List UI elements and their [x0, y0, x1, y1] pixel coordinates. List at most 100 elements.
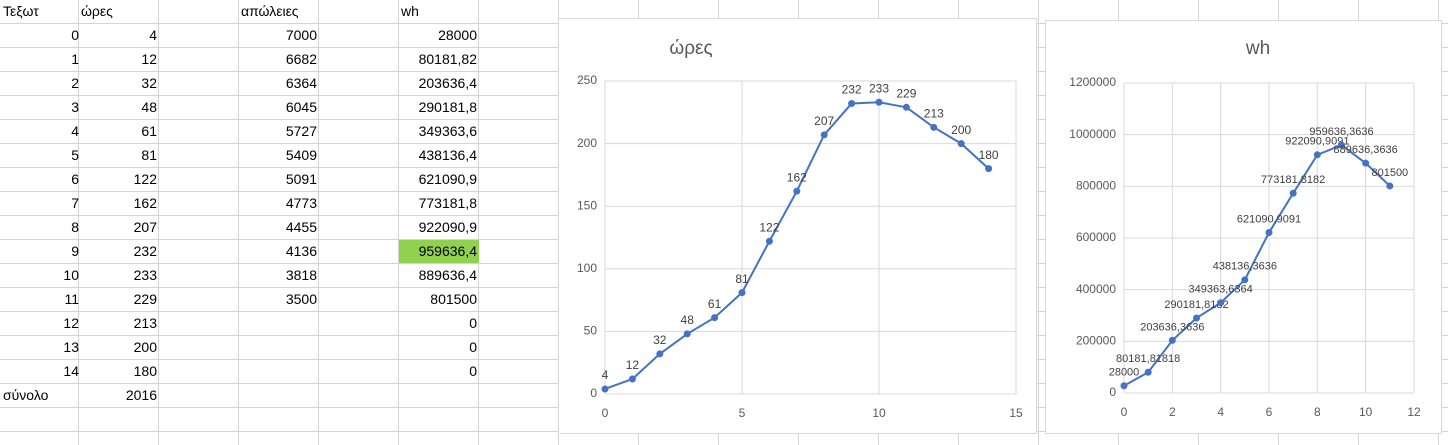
chart-panel: ώρες 0 50 100 150 200 250 0 5 10 15 4 12 32 48 61 81 122 1…	[558, 18, 1037, 434]
cell: 233	[133, 267, 157, 283]
cell: 14	[63, 363, 79, 379]
cell: 6045	[285, 99, 317, 115]
data-point	[1193, 314, 1200, 322]
x-tick-label: 0	[1121, 405, 1128, 419]
cell: 922090,9	[418, 219, 477, 235]
data-label: 438136,3636	[1213, 261, 1277, 273]
data-label: 4	[602, 368, 609, 382]
x-tick-label: 8	[1314, 405, 1321, 419]
y-tick-label: 600000	[1076, 230, 1116, 244]
cell: 1	[71, 51, 79, 67]
cell: 81	[141, 147, 157, 163]
data-point	[875, 98, 883, 106]
cell: 28000	[438, 27, 477, 43]
data-point	[1289, 189, 1297, 197]
data-point	[1217, 299, 1225, 307]
cell: 3500	[285, 291, 317, 307]
cell: 9	[71, 243, 79, 259]
cell: 5409	[285, 147, 317, 163]
cell: 801500	[430, 291, 477, 307]
data-point	[765, 237, 773, 245]
data-point	[1313, 151, 1321, 159]
data-point	[1338, 141, 1345, 149]
data-label: 213	[924, 106, 944, 120]
data-label: 12	[626, 358, 640, 372]
data-line	[1123, 143, 1391, 387]
data-point	[957, 140, 965, 148]
cell: 3	[71, 99, 79, 115]
cell: 180	[133, 363, 157, 379]
data-point	[985, 165, 993, 173]
data-point	[683, 330, 691, 338]
data-point	[1265, 229, 1273, 237]
y-tick-label: 1200000	[1069, 75, 1116, 89]
chart: wh 0 200000 400000 600000 800000 1000000 120000…	[1069, 38, 1421, 419]
data-label: 203636,3636	[1140, 321, 1204, 333]
data-point	[1241, 276, 1249, 284]
y-tick-label: 800000	[1076, 179, 1116, 193]
cell: 0	[71, 27, 79, 43]
data-point	[793, 187, 801, 195]
cell: 213	[133, 315, 157, 331]
x-tick-label: 6	[1266, 405, 1273, 419]
cell: 2016	[125, 387, 157, 403]
cell: 2	[71, 75, 79, 91]
data-label: 80181,81818	[1116, 353, 1180, 365]
cell: 7	[71, 195, 79, 211]
cell: Τεξωτ	[3, 3, 39, 19]
y-tick-label: 400000	[1076, 282, 1116, 296]
y-tick-label: 100	[577, 261, 597, 275]
data-label: 61	[708, 297, 722, 311]
cell: 621090,9	[418, 171, 477, 187]
cell: 3818	[285, 267, 317, 283]
cell: 5727	[285, 123, 317, 139]
data-label: 81	[735, 272, 749, 286]
cell: 13	[63, 339, 79, 355]
x-tick-label: 5	[739, 406, 746, 420]
x-tick-label: 4	[1217, 405, 1224, 419]
data-point	[628, 375, 636, 383]
cell: 207	[133, 219, 157, 235]
data-point	[930, 123, 938, 131]
y-tick-label: 150	[577, 198, 597, 212]
cell: 11	[64, 291, 79, 307]
data-point	[738, 289, 746, 297]
data-point	[601, 385, 609, 393]
y-tick-label: 200000	[1076, 334, 1116, 348]
data-label: 349363,6364	[1189, 284, 1253, 296]
data-label: 773181,8182	[1261, 174, 1325, 186]
data-label: 48	[681, 313, 695, 327]
cell: 232	[133, 243, 157, 259]
cell: 0	[469, 315, 477, 331]
y-tick-label: 200	[577, 136, 597, 150]
cell: 5091	[285, 171, 317, 187]
cell: ώρες	[81, 3, 113, 19]
cell: 12	[63, 315, 79, 331]
data-point	[902, 103, 910, 111]
data-label: 32	[653, 333, 667, 347]
x-tick-label: 0	[602, 406, 609, 420]
cell: wh	[401, 3, 419, 19]
cell: 4	[71, 123, 79, 139]
cell: 12	[141, 51, 157, 67]
y-tick-label: 50	[584, 324, 598, 338]
cell: 290181,8	[418, 99, 477, 115]
cell: 4	[149, 27, 157, 43]
data-label: 889636,3636	[1334, 144, 1398, 156]
x-tick-label: 15	[1009, 406, 1023, 420]
cell: 0	[469, 363, 477, 379]
data-label: 232	[842, 83, 862, 97]
data-point	[1386, 182, 1394, 190]
data-point	[1144, 368, 1152, 376]
data-label: 162	[787, 170, 807, 184]
x-tick-label: 2	[1169, 405, 1176, 419]
cell: 5	[71, 147, 79, 163]
cell: 4136	[285, 243, 317, 259]
y-tick-label: 0	[1109, 385, 1116, 399]
data-label: 122	[759, 220, 779, 234]
cell: 6	[71, 171, 79, 187]
cell: 203636,4	[418, 75, 477, 91]
data-point	[1362, 159, 1370, 167]
data-point	[820, 131, 828, 139]
